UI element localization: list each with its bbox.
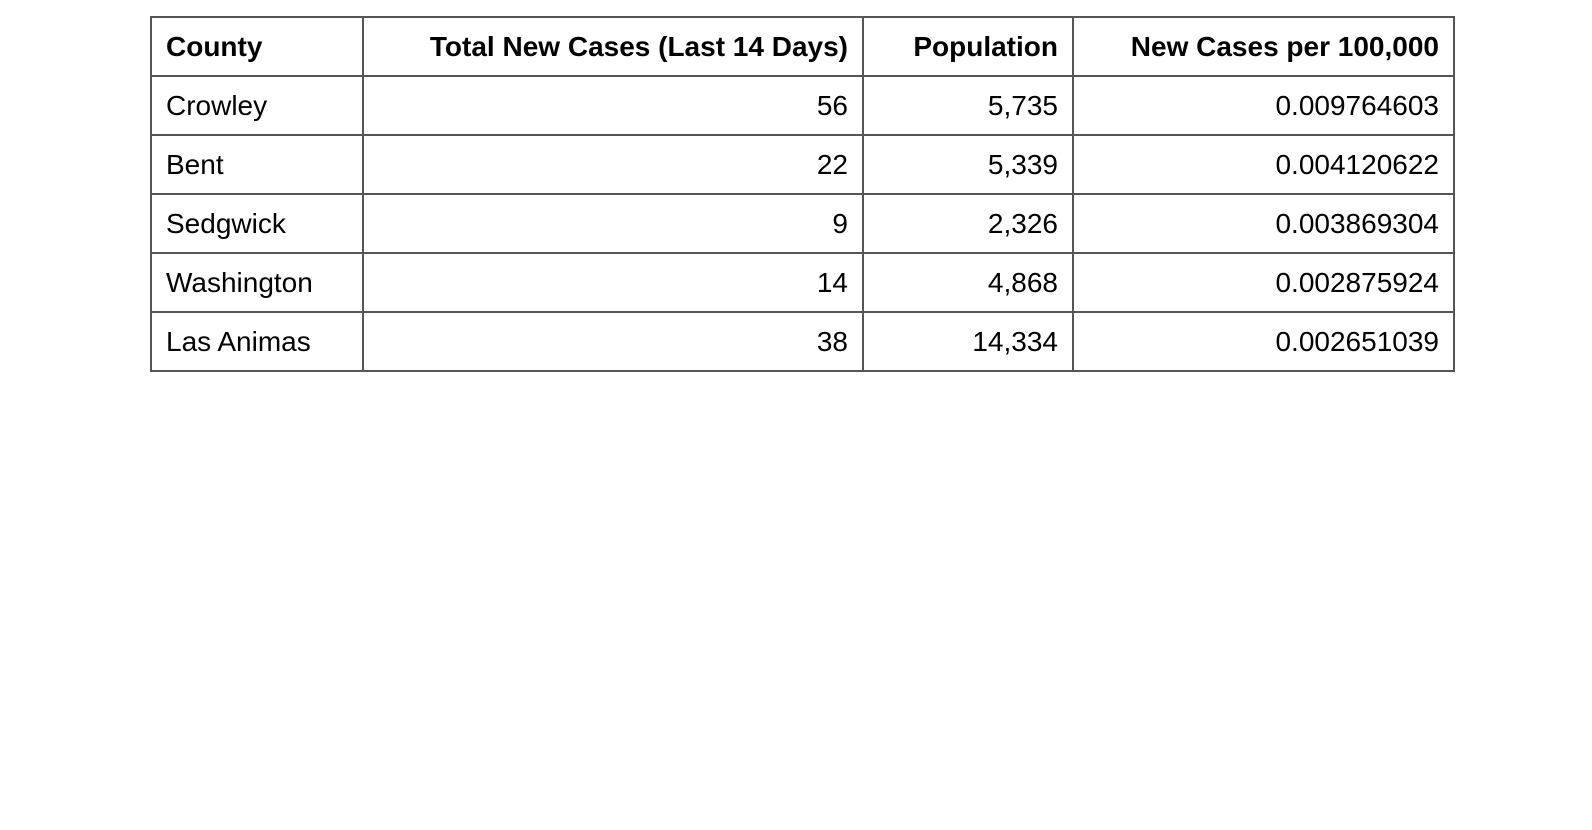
cell-new-cases-per-100000: 0.002875924 <box>1072 252 1455 313</box>
cell-population: 2,326 <box>862 193 1074 254</box>
cell-county: Crowley <box>150 75 364 136</box>
cell-county: Las Animas <box>150 311 364 372</box>
cell-population: 14,334 <box>862 311 1074 372</box>
table-row: Bent 22 5,339 0.004120622 <box>150 134 1455 195</box>
cell-county: Bent <box>150 134 364 195</box>
header-total-new-cases: Total New Cases (Last 14 Days) <box>362 16 864 77</box>
header-county: County <box>150 16 364 77</box>
cell-population: 5,339 <box>862 134 1074 195</box>
header-population: Population <box>862 16 1074 77</box>
cell-new-cases-per-100000: 0.003869304 <box>1072 193 1455 254</box>
cell-total-new-cases: 22 <box>362 134 864 195</box>
table-row: Washington 14 4,868 0.002875924 <box>150 252 1455 313</box>
cell-total-new-cases: 9 <box>362 193 864 254</box>
cell-new-cases-per-100000: 0.009764603 <box>1072 75 1455 136</box>
cell-population: 4,868 <box>862 252 1074 313</box>
cell-county: Washington <box>150 252 364 313</box>
table-row: Sedgwick 9 2,326 0.003869304 <box>150 193 1455 254</box>
cell-total-new-cases: 14 <box>362 252 864 313</box>
table-row: Crowley 56 5,735 0.009764603 <box>150 75 1455 136</box>
cell-total-new-cases: 56 <box>362 75 864 136</box>
table-header-row: County Total New Cases (Last 14 Days) Po… <box>150 16 1455 77</box>
header-new-cases-per-100000: New Cases per 100,000 <box>1072 16 1455 77</box>
cell-new-cases-per-100000: 0.002651039 <box>1072 311 1455 372</box>
cell-new-cases-per-100000: 0.004120622 <box>1072 134 1455 195</box>
county-cases-table: County Total New Cases (Last 14 Days) Po… <box>150 16 1455 372</box>
table-row: Las Animas 38 14,334 0.002651039 <box>150 311 1455 372</box>
cell-population: 5,735 <box>862 75 1074 136</box>
cell-county: Sedgwick <box>150 193 364 254</box>
cell-total-new-cases: 38 <box>362 311 864 372</box>
